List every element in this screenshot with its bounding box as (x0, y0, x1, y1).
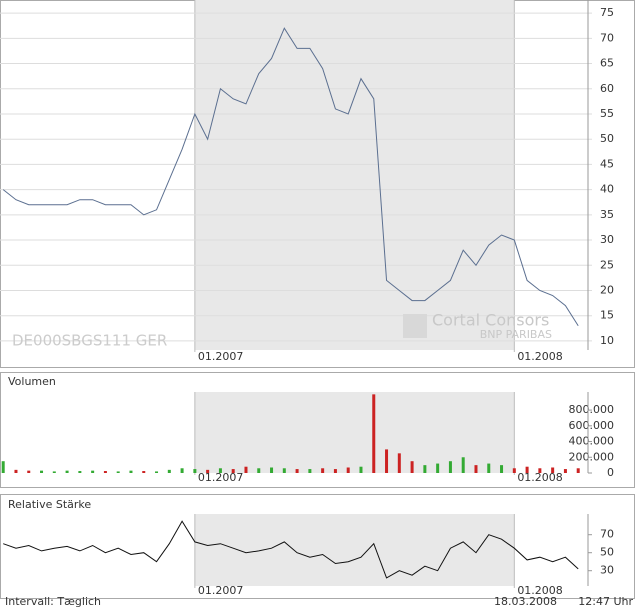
y-tick-label: 75 (600, 6, 614, 19)
watermark: DE000SBGS111 GER (12, 332, 167, 350)
y-tick-label: 65 (600, 57, 614, 70)
y-tick-label: 10 (600, 334, 614, 347)
panel-title: Relative Stärke (8, 498, 91, 511)
y-tick-label: 20 (600, 283, 614, 296)
y-tick-label: 50 (600, 132, 614, 145)
volume-bar (423, 465, 427, 473)
x-tick-label: 01.2007 (198, 584, 244, 597)
volume-bar (40, 470, 44, 473)
volume-bar (525, 466, 529, 473)
volume-bar (244, 466, 248, 473)
x-tick-label: 01.2008 (517, 584, 563, 597)
year-band (194, 392, 515, 473)
volume-bar (167, 469, 171, 473)
y-tick-label: 15 (600, 309, 614, 322)
volume-bar (321, 468, 325, 473)
footer-date: 18.03.2008 (494, 595, 557, 608)
volume-bar (129, 470, 133, 473)
volume-bar (206, 469, 210, 473)
footer-interval: Intervall: Tæglich (5, 595, 101, 608)
y-tick-label: 70 (600, 31, 614, 44)
volume-bar (359, 466, 363, 473)
volume-bar (231, 469, 235, 473)
volume-bar (410, 461, 414, 473)
volume-bar (91, 470, 95, 473)
volume-bar (308, 469, 312, 473)
line (3, 520, 579, 579)
y-tick-label: 0 (607, 466, 614, 479)
panel-title: Volumen (8, 375, 56, 388)
volume-bar (563, 469, 567, 473)
y-tick-label: 40 (600, 183, 614, 196)
volume-bar (474, 465, 478, 473)
volume-bar (436, 463, 440, 473)
volume-bar (103, 471, 107, 473)
x-tick-label: 01.2008 (517, 350, 563, 363)
y-tick-label: 70 (600, 528, 614, 541)
volume-bar (155, 471, 159, 473)
volume-bar (65, 470, 69, 473)
volume-bar (333, 469, 337, 473)
volume-bar (295, 469, 299, 473)
x-tick-label: 01.2007 (198, 471, 244, 484)
volume-bar (257, 468, 261, 473)
volume-bar (538, 468, 542, 473)
x-tick-label: 01.2008 (517, 471, 563, 484)
volume-bar (397, 453, 401, 473)
logo-mark (403, 314, 427, 338)
volume-bar (218, 468, 222, 473)
volume-bar (270, 467, 274, 473)
volume-bar (1, 461, 5, 473)
y-tick-label: 35 (600, 208, 614, 221)
line (2, 27, 579, 327)
y-tick-label: 60 (600, 82, 614, 95)
y-tick-label: 400.000 (569, 435, 615, 448)
y-tick-label: 800.000 (569, 403, 615, 416)
x-tick-label: 01.2007 (198, 350, 244, 363)
volume-bar (180, 468, 184, 473)
year-band (194, 514, 515, 586)
volume-bar (142, 471, 146, 473)
volume-bar (461, 457, 465, 473)
volume-bar (372, 394, 376, 473)
volume-bar (346, 467, 350, 473)
volume-bar (512, 468, 516, 473)
plots: 01.2007 01.2008 10 15 20 25 30 35 40 45 50 55 60 65 70… (0, 0, 614, 597)
logo-name: Cortal Consors (432, 311, 549, 330)
y-tick-label: 200.000 (569, 450, 615, 463)
y-tick-label: 50 (600, 546, 614, 559)
volume-bar (551, 467, 555, 473)
y-tick-label: 600.000 (569, 419, 615, 432)
volume-bar (78, 471, 82, 473)
volume-bar (282, 468, 286, 473)
year-band (194, 0, 515, 350)
volume-bar (487, 463, 491, 473)
volume-bar (27, 470, 31, 473)
volume-bar (193, 469, 197, 473)
volume-bar (500, 465, 504, 473)
y-tick-label: 30 (600, 564, 614, 577)
volume-bar (576, 468, 580, 473)
y-tick-label: 30 (600, 233, 614, 246)
footer-time: 12:47 Uhr (578, 595, 633, 608)
y-tick-label: 45 (600, 157, 614, 170)
volume-bar (52, 471, 56, 473)
logo-sub: BNP PARIBAS (480, 328, 552, 341)
volume-bar (385, 449, 389, 473)
volume-bar (14, 469, 18, 473)
volume-bar (116, 471, 120, 473)
y-tick-label: 55 (600, 107, 614, 120)
panel-frame (0, 372, 635, 488)
y-tick-label: 25 (600, 258, 614, 271)
panel-frame (0, 494, 635, 599)
volume-bar (448, 461, 452, 473)
